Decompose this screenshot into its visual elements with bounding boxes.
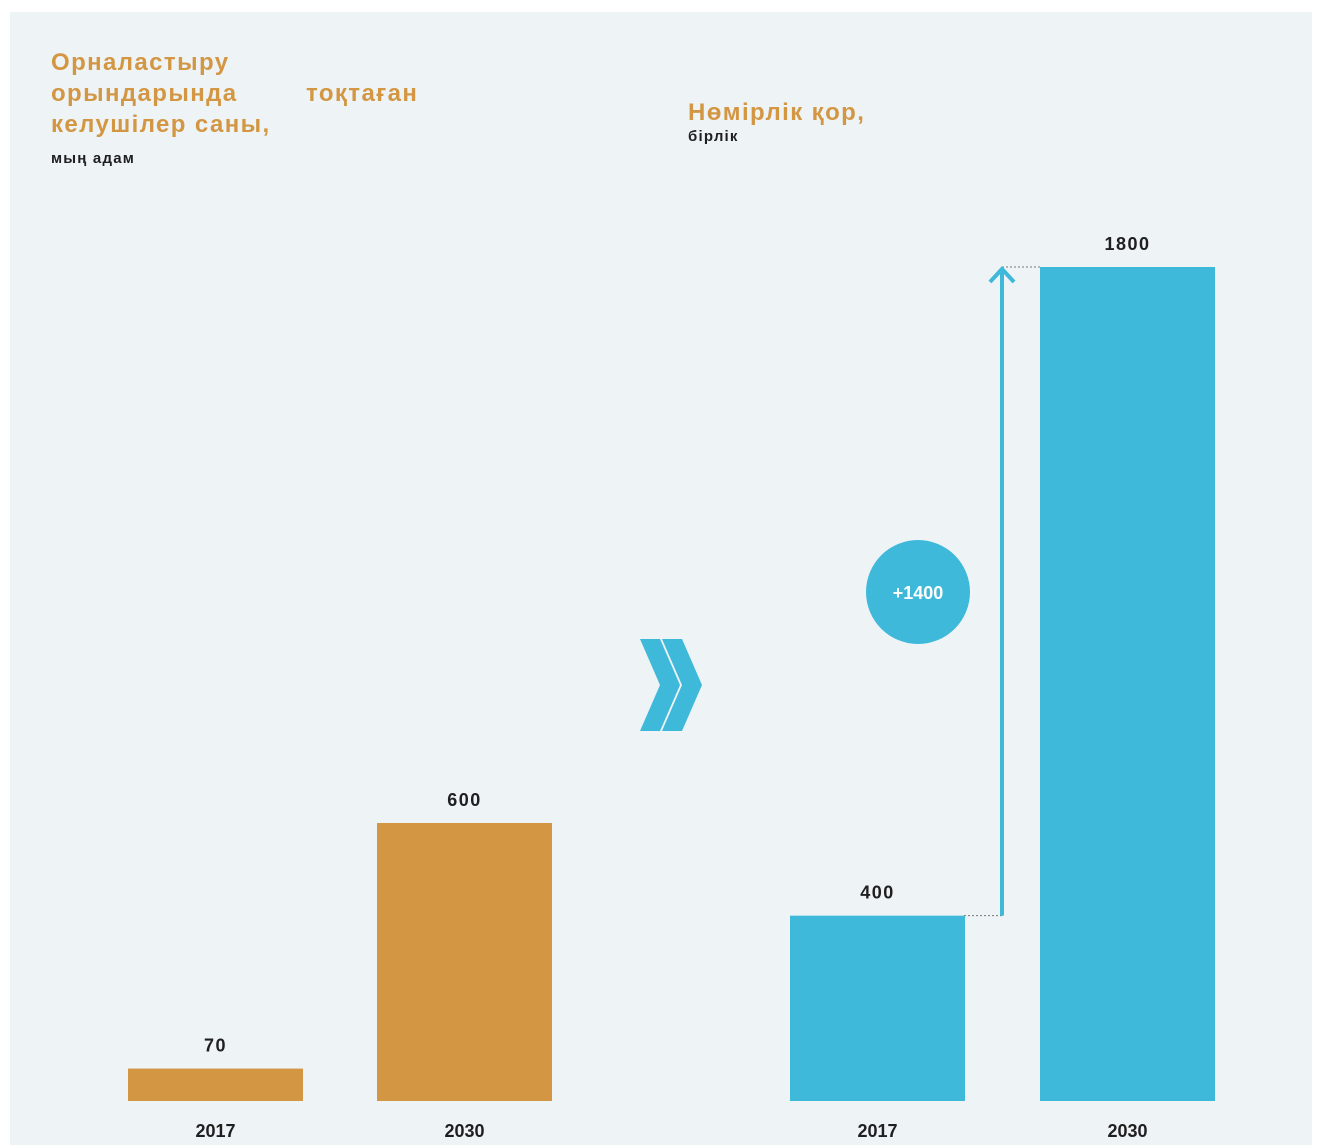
growth-annotation: +1400	[866, 266, 1040, 917]
x-tick-label-2030: 2030	[444, 1121, 484, 1141]
difference-badge-label: +1400	[893, 583, 944, 603]
bar-2030	[1040, 267, 1215, 1101]
data-label-2017: 400	[860, 883, 895, 903]
right-bar-chart: 400 2017 1800 2030	[790, 234, 1215, 1141]
right-chart-unit: бірлік	[688, 128, 739, 145]
left-chart-unit: мың адам	[51, 150, 136, 167]
x-tick-label-2017: 2017	[195, 1121, 235, 1141]
chevron-right-icon	[662, 639, 702, 731]
data-label-2017: 70	[204, 1036, 227, 1056]
right-chart-title: Нөмірлік қор,	[688, 99, 866, 126]
double-chevron-right-icon	[640, 639, 702, 731]
difference-badge	[866, 540, 970, 644]
data-label-2030: 600	[447, 790, 482, 810]
data-label-2030: 1800	[1104, 234, 1150, 254]
left-title-line-1: Орналастыру	[51, 49, 230, 76]
bar-2017	[128, 1068, 303, 1101]
left-bar-chart: 70 2017 600 2030	[128, 790, 552, 1141]
x-tick-label-2030: 2030	[1107, 1121, 1147, 1141]
left-title-line-3: келушілер саны,	[51, 111, 271, 138]
up-arrow-head	[988, 266, 1016, 284]
left-title-line-2a: орындарында	[51, 80, 238, 107]
bar-2017	[790, 915, 965, 1101]
bar-2030	[377, 823, 552, 1101]
chevron-right-icon	[640, 639, 680, 731]
x-tick-label-2017: 2017	[857, 1121, 897, 1141]
left-title-line-2b: тоқтаған	[306, 80, 419, 107]
